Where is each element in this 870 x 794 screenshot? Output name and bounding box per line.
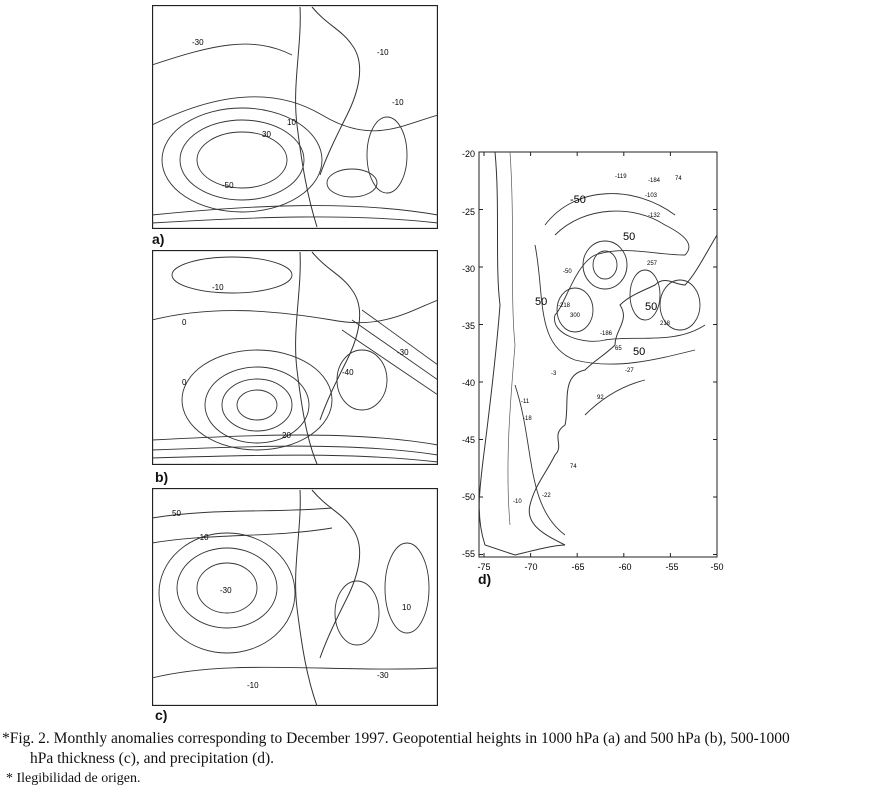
contour-label: -40	[342, 368, 354, 377]
contour-label: -10	[247, 681, 259, 690]
y-tick-label: -30	[462, 264, 475, 274]
contour-label: 50	[623, 231, 635, 243]
station-values: -119 -184 74 -103 -132 -50 257 -218 300 …	[513, 174, 682, 505]
station-value: -184	[648, 178, 661, 184]
map-panel-d: -50 50 50 50 50 -119 -184 74 -103 -132 -…	[462, 149, 724, 572]
panel-frame	[478, 151, 718, 558]
contour-label: -30	[377, 671, 389, 680]
panel-frame	[152, 5, 438, 229]
panel-label-b: b)	[155, 469, 169, 485]
station-value: 65	[615, 346, 622, 352]
contour-label: 0	[182, 318, 187, 327]
station-value: -27	[625, 368, 634, 374]
contour-label: -50	[570, 194, 586, 206]
contour-label: -30	[220, 586, 232, 595]
contour-label: 10	[287, 118, 296, 127]
map-panel-c: 50 -10 -30 10 -10 -30	[152, 488, 438, 706]
map-panel-a: -30 -10 10 30 -50 -10	[152, 5, 438, 229]
station-value: 92	[597, 395, 604, 401]
footnote: * Ilegibilidad de origen.	[6, 771, 141, 786]
contour-label: 0	[182, 378, 187, 387]
x-tick-label: -55	[665, 562, 678, 572]
map-panel-b: -10 0 -30 0 20 -40	[152, 250, 438, 465]
contour-label: 50	[645, 301, 657, 313]
y-tick-label: -25	[462, 207, 475, 217]
station-value: -18	[523, 416, 532, 422]
contour-label: -30	[397, 348, 409, 357]
station-value: -218	[558, 303, 571, 309]
station-value: -132	[648, 213, 661, 219]
panel-label-a: a)	[152, 231, 165, 247]
panel-label-c: c)	[155, 707, 168, 723]
station-value: -50	[563, 269, 572, 275]
contour-label: 50	[172, 509, 181, 518]
station-value: -119	[615, 174, 627, 180]
caption-marker: *	[2, 730, 10, 747]
station-value: 74	[675, 176, 682, 182]
coastline	[295, 489, 361, 706]
contour-label: -10	[392, 98, 404, 107]
figure-caption: *Fig. 2. Monthly anomalies corresponding…	[2, 729, 868, 769]
station-value: 218	[660, 321, 671, 327]
station-value: -3	[551, 371, 557, 377]
x-tick-label: -60	[618, 562, 631, 572]
border-line	[507, 151, 516, 526]
contour-label: 50	[633, 346, 645, 358]
contour-label: 10	[402, 603, 411, 612]
y-tick-label: -35	[462, 321, 475, 331]
coastline	[478, 151, 718, 556]
station-value: 300	[570, 313, 581, 319]
contour-label: 30	[262, 130, 271, 139]
station-value: -11	[521, 399, 530, 405]
station-value: -10	[513, 499, 522, 505]
y-tick-label: -50	[462, 492, 475, 502]
contour-label: 20	[282, 431, 291, 440]
panel-frame	[152, 488, 438, 706]
station-value: -103	[645, 193, 658, 199]
x-tick-label: -50	[710, 562, 723, 572]
station-value: -22	[542, 493, 551, 499]
station-value: -186	[600, 331, 613, 337]
contours	[152, 507, 438, 679]
contour-label: -10	[197, 533, 209, 542]
contour-label: -10	[377, 48, 389, 57]
x-tick-label: -65	[571, 562, 584, 572]
y-tick-label: -55	[462, 549, 475, 559]
y-tick-label: -45	[462, 435, 475, 445]
coastline	[295, 6, 361, 228]
caption-line-2: hPa thickness (c), and precipitation (d)…	[30, 750, 275, 767]
contours	[152, 43, 438, 224]
x-tick-label: -75	[477, 562, 490, 572]
contour-label: -10	[212, 283, 224, 292]
y-tick-label: -20	[462, 149, 475, 159]
contour-label: -50	[222, 181, 234, 190]
station-value: 257	[647, 261, 658, 267]
station-value: 74	[570, 464, 577, 470]
axis-ticks	[479, 151, 718, 557]
x-tick-label: -70	[524, 562, 537, 572]
contours	[514, 193, 706, 536]
caption-line-1: Fig. 2. Monthly anomalies corresponding …	[9, 730, 790, 747]
contour-label: -30	[192, 38, 204, 47]
y-tick-label: -40	[462, 378, 475, 388]
contour-label: 50	[535, 296, 547, 308]
panel-frame	[152, 250, 438, 465]
contours	[152, 256, 438, 463]
coastline	[295, 251, 361, 465]
panel-label-d: d)	[478, 571, 492, 587]
